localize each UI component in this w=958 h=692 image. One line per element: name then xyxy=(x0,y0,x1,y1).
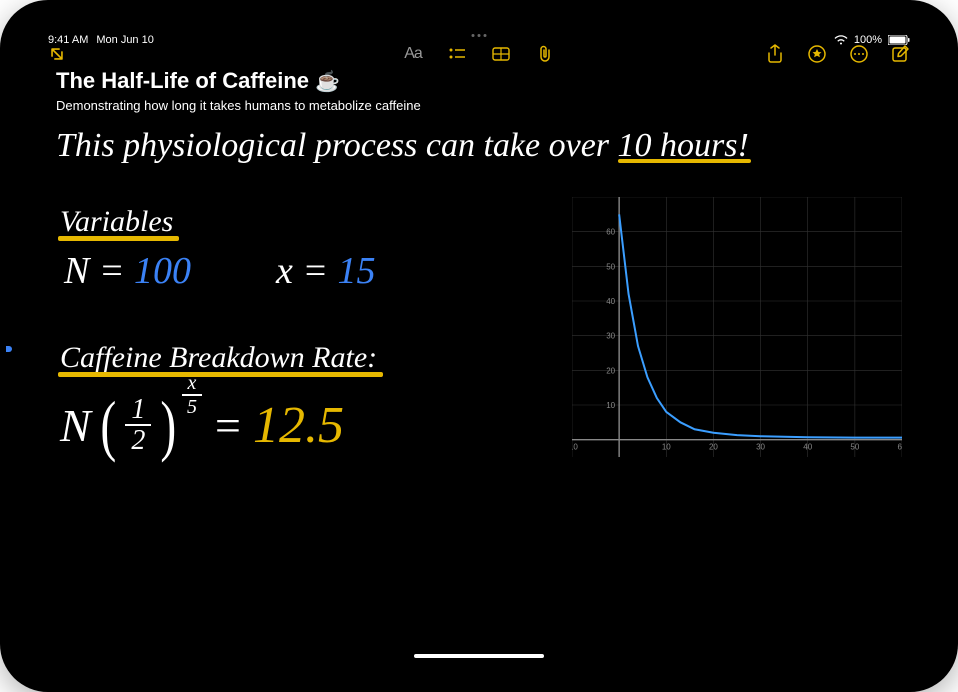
svg-text:30: 30 xyxy=(756,443,765,452)
toolbar: Aa xyxy=(28,48,930,64)
compose-button[interactable] xyxy=(888,41,914,67)
multitask-indicator xyxy=(6,346,12,352)
status-date: Mon Jun 10 xyxy=(96,34,153,46)
decay-chart: -10 10 20 30 40 50 60 10 20 30 40 50 60 xyxy=(572,197,902,457)
home-indicator[interactable] xyxy=(414,654,544,658)
svg-text:40: 40 xyxy=(606,297,615,306)
svg-text:10: 10 xyxy=(662,443,671,452)
svg-text:50: 50 xyxy=(606,262,615,271)
multitask-dots[interactable] xyxy=(472,34,487,37)
fraction-half: 1 2 xyxy=(125,395,151,456)
svg-text:50: 50 xyxy=(850,443,859,452)
note-subtitle: Demonstrating how long it takes humans t… xyxy=(56,98,902,113)
svg-text:30: 30 xyxy=(606,332,615,341)
text-format-button[interactable]: Aa xyxy=(400,41,426,67)
handwriting-area[interactable]: This physiological process can take over… xyxy=(56,127,902,587)
svg-text:10: 10 xyxy=(606,401,615,410)
markup-button[interactable] xyxy=(804,41,830,67)
collapse-button[interactable] xyxy=(44,41,70,67)
svg-text:60: 60 xyxy=(606,228,615,237)
more-button[interactable] xyxy=(846,41,872,67)
share-button[interactable] xyxy=(762,41,788,67)
note-title: The Half-Life of Caffeine ☕ xyxy=(56,68,902,94)
table-button[interactable] xyxy=(488,41,514,67)
attachment-button[interactable] xyxy=(532,41,558,67)
note-content: The Half-Life of Caffeine ☕ Demonstratin… xyxy=(28,64,930,587)
handwritten-headline: This physiological process can take over… xyxy=(56,127,749,165)
coffee-emoji: ☕ xyxy=(315,69,340,94)
checklist-button[interactable] xyxy=(444,41,470,67)
svg-text:40: 40 xyxy=(803,443,812,452)
rate-label: Caffeine Breakdown Rate: xyxy=(60,341,377,375)
ipad-frame: 9:41 AM Mon Jun 10 100% xyxy=(0,0,958,692)
variable-x: x = 15 xyxy=(276,249,376,293)
svg-text:20: 20 xyxy=(709,443,718,452)
formula: N ( 1 2 ) x 5 = 12.5 xyxy=(60,395,344,456)
svg-text:60: 60 xyxy=(898,443,902,452)
variables-label: Variables xyxy=(60,205,173,239)
variable-n: N = 100 xyxy=(64,249,191,293)
svg-text:-10: -10 xyxy=(572,443,578,452)
screen: 9:41 AM Mon Jun 10 100% xyxy=(28,28,930,664)
svg-text:20: 20 xyxy=(606,366,615,375)
exponent: x 5 xyxy=(182,373,202,417)
